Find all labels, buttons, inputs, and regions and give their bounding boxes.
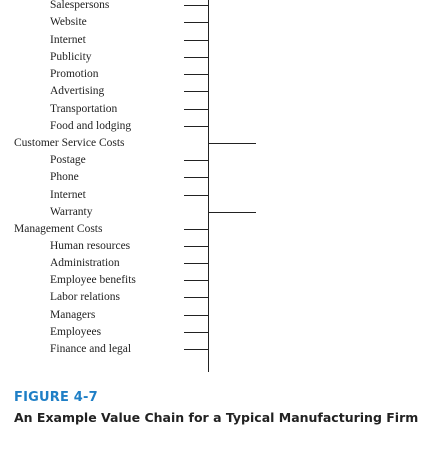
cost-item: Transportation xyxy=(50,103,118,115)
tree-lines xyxy=(184,0,256,372)
cost-item: Administration xyxy=(50,257,120,269)
cost-item: Food and lodging xyxy=(50,120,132,132)
cost-item: Finance and legal xyxy=(50,343,132,355)
cost-item: Website xyxy=(50,16,87,28)
cost-item: Human resources xyxy=(50,240,131,252)
cost-item: Employees xyxy=(50,326,102,338)
cost-item: Warranty xyxy=(50,206,93,218)
cost-item: Advertising xyxy=(50,85,105,97)
figure-caption: An Example Value Chain for a Typical Man… xyxy=(14,410,419,425)
cost-item: Employee benefits xyxy=(50,274,136,286)
cost-item: Salespersons xyxy=(50,0,110,11)
figure-label: FIGURE 4-7 xyxy=(14,390,98,405)
cost-item: Managers xyxy=(50,309,96,321)
cost-item: Promotion xyxy=(50,68,99,80)
cost-item: Internet xyxy=(50,189,86,201)
cost-item: Phone xyxy=(50,171,79,183)
cost-category-heading: Customer Service Costs xyxy=(14,137,125,149)
cost-item: Internet xyxy=(50,34,86,46)
cost-item: Publicity xyxy=(50,51,92,63)
cost-item: Labor relations xyxy=(50,291,120,303)
cost-item: Postage xyxy=(50,154,86,166)
cost-category-heading: Management Costs xyxy=(14,223,103,235)
